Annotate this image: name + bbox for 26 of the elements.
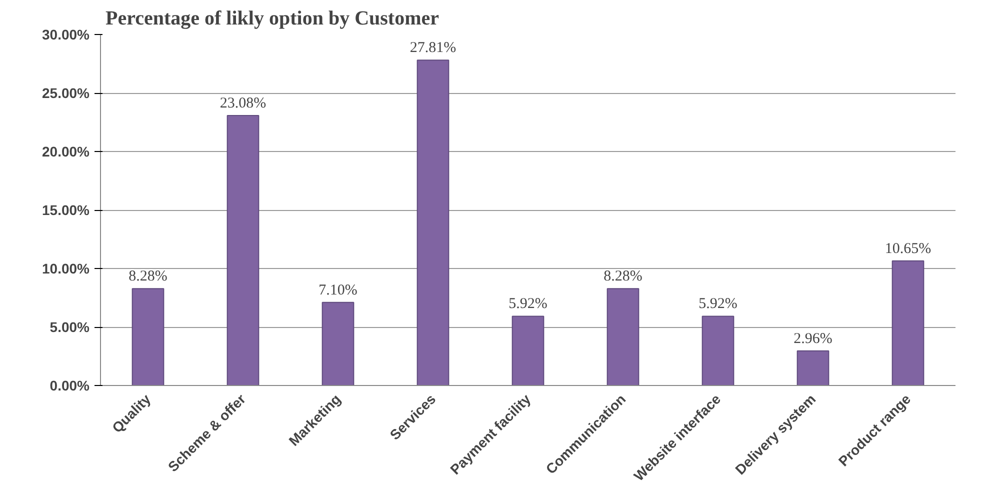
y-tick-label: 10.00% [42,260,90,276]
data-label: 27.81% [410,40,456,56]
chart-title: Percentage of likly option by Customer [106,8,440,30]
bar [226,114,260,386]
data-label: 23.08% [220,95,266,112]
bar [512,316,544,386]
data-label: 2.96% [794,330,832,347]
bar [702,316,734,386]
bar [416,60,450,386]
y-tick-label: 5.00% [50,319,90,335]
y-tick-label: 25.00% [42,85,90,101]
data-label: 5.92% [508,296,548,312]
data-label: 8.28% [128,268,168,285]
bar [322,302,354,386]
data-label: 10.65% [884,240,932,257]
y-tick-label: 15.00% [42,202,90,218]
bar [132,288,164,386]
data-label: 5.92% [698,296,738,312]
data-label: 7.10% [318,282,358,298]
data-label: 8.28% [604,268,642,285]
y-tick-label: 30.00% [42,26,90,42]
bar [606,288,640,386]
bar [796,350,830,386]
y-tick-label: 20.00% [42,144,90,160]
bar [892,260,924,386]
y-tick-label: 0.00% [50,378,90,394]
